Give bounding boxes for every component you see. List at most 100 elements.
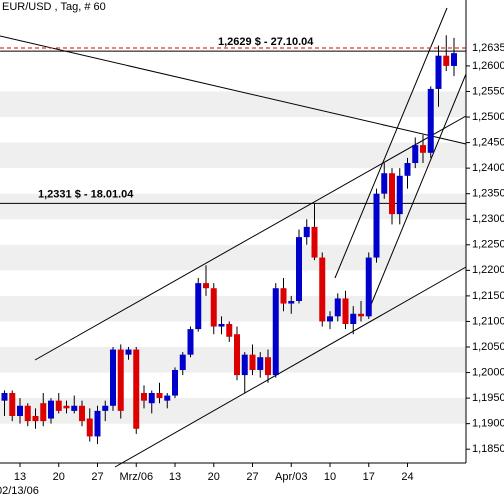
candle-body: [280, 288, 287, 304]
candle-body: [311, 226, 318, 258]
candle-body: [86, 418, 93, 437]
grid-band: [0, 295, 466, 322]
trend-line: [114, 266, 467, 468]
candle-body: [9, 392, 16, 416]
candle-body: [303, 226, 310, 238]
candle-body: [334, 298, 341, 317]
candle-body: [125, 349, 132, 355]
y-tick-label: 1,2250: [472, 239, 504, 251]
candle-body: [396, 175, 403, 215]
candle-body: [443, 55, 450, 66]
y-tick-label: 1,2400: [472, 162, 504, 174]
candle-body: [342, 298, 349, 324]
y-tick-label: 1,2500: [472, 111, 504, 123]
candle-body: [148, 392, 155, 404]
candle-body: [210, 288, 217, 327]
candle-body: [156, 392, 163, 399]
candle-body: [365, 257, 372, 317]
candle-body: [241, 354, 248, 376]
x-tick-label: 17: [363, 471, 375, 483]
candle-body: [203, 283, 209, 289]
candle-body: [319, 257, 326, 322]
reference-label: 1,2331 $ - 18.01.04: [38, 188, 134, 200]
candle-body: [172, 369, 178, 396]
y-tick-label: 1,2200: [472, 264, 504, 276]
x-tick-label: 27: [246, 471, 258, 483]
candle-body: [179, 354, 186, 370]
trend-line: [334, 7, 448, 279]
trend-line: [0, 35, 467, 145]
y-tick-label: 1,1900: [472, 418, 504, 430]
candle-body: [358, 313, 364, 317]
candle-body: [412, 145, 419, 164]
y-tick-label: 1,2350: [472, 188, 504, 200]
trend-line: [34, 115, 467, 361]
candle-body: [296, 237, 302, 302]
candle-body: [288, 301, 295, 304]
y-tick-label: 1,2450: [472, 136, 504, 148]
grid-band: [0, 346, 466, 373]
candle-body: [435, 55, 442, 89]
grid-band: [0, 244, 466, 271]
x-tick-label: 24: [401, 471, 413, 483]
candle-body: [373, 193, 380, 258]
candle-body: [94, 410, 101, 437]
x-tick-label: 13: [14, 471, 26, 483]
candle-body: [420, 145, 426, 153]
x-tick-label: 10: [324, 471, 336, 483]
candle-body: [427, 88, 434, 153]
y-tick-label: 1,2050: [472, 341, 504, 353]
candle-body: [404, 163, 411, 176]
y-tick-label: 1,1850: [472, 443, 504, 455]
x-tick-label: 20: [53, 471, 65, 483]
candle-body: [272, 288, 279, 376]
candle-body: [218, 323, 225, 327]
candle-body: [102, 405, 109, 411]
candle-body: [195, 283, 202, 330]
candle-body: [40, 403, 47, 422]
candle-body: [327, 316, 333, 322]
candle-body: [381, 173, 388, 194]
candle-body: [1, 392, 8, 401]
x-tick-label: Mrz/06: [119, 471, 153, 483]
y-tick-label: 1,2100: [472, 315, 504, 327]
candle-body: [350, 313, 357, 324]
x-tick-label: 13: [169, 471, 181, 483]
y-tick-label: 1,2550: [472, 85, 504, 97]
candle-body: [17, 405, 23, 416]
candle-body: [117, 349, 124, 411]
y-tick-label: 1,2600: [472, 60, 504, 72]
chart-title: EUR/USD , Tag, # 60: [2, 1, 106, 13]
y-tick-label: 1,2300: [472, 213, 504, 225]
x-tick-label: 20: [208, 471, 220, 483]
y-tick-label: 1,2150: [472, 290, 504, 302]
candle-body: [451, 53, 457, 66]
candle-body: [257, 357, 264, 370]
candle-body: [389, 173, 395, 215]
candle-body: [249, 354, 256, 370]
last-price-label: 1,2635: [472, 42, 504, 54]
candle-body: [63, 405, 70, 409]
candle-body: [265, 357, 271, 376]
candle-body: [226, 323, 233, 337]
candle-body: [141, 392, 147, 401]
candle-body: [32, 415, 39, 422]
grid-band: [0, 91, 466, 118]
candle-body: [234, 334, 240, 376]
x-tick-label: 27: [91, 471, 103, 483]
y-tick-label: 1,2000: [472, 366, 504, 378]
reference-label: 1,2629 $ - 27.10.04: [218, 36, 314, 48]
candle-body: [24, 405, 31, 422]
candle-body: [110, 349, 116, 406]
y-tick-label: 1,1950: [472, 392, 504, 404]
trend-line: [367, 73, 467, 313]
candle-body: [48, 400, 54, 419]
date-label: 02/13/06: [0, 485, 39, 497]
grid-band: [0, 398, 466, 424]
candle-body: [187, 329, 194, 355]
grid-band: [0, 142, 466, 169]
grid-band: [0, 193, 466, 220]
candle-body: [164, 395, 171, 401]
